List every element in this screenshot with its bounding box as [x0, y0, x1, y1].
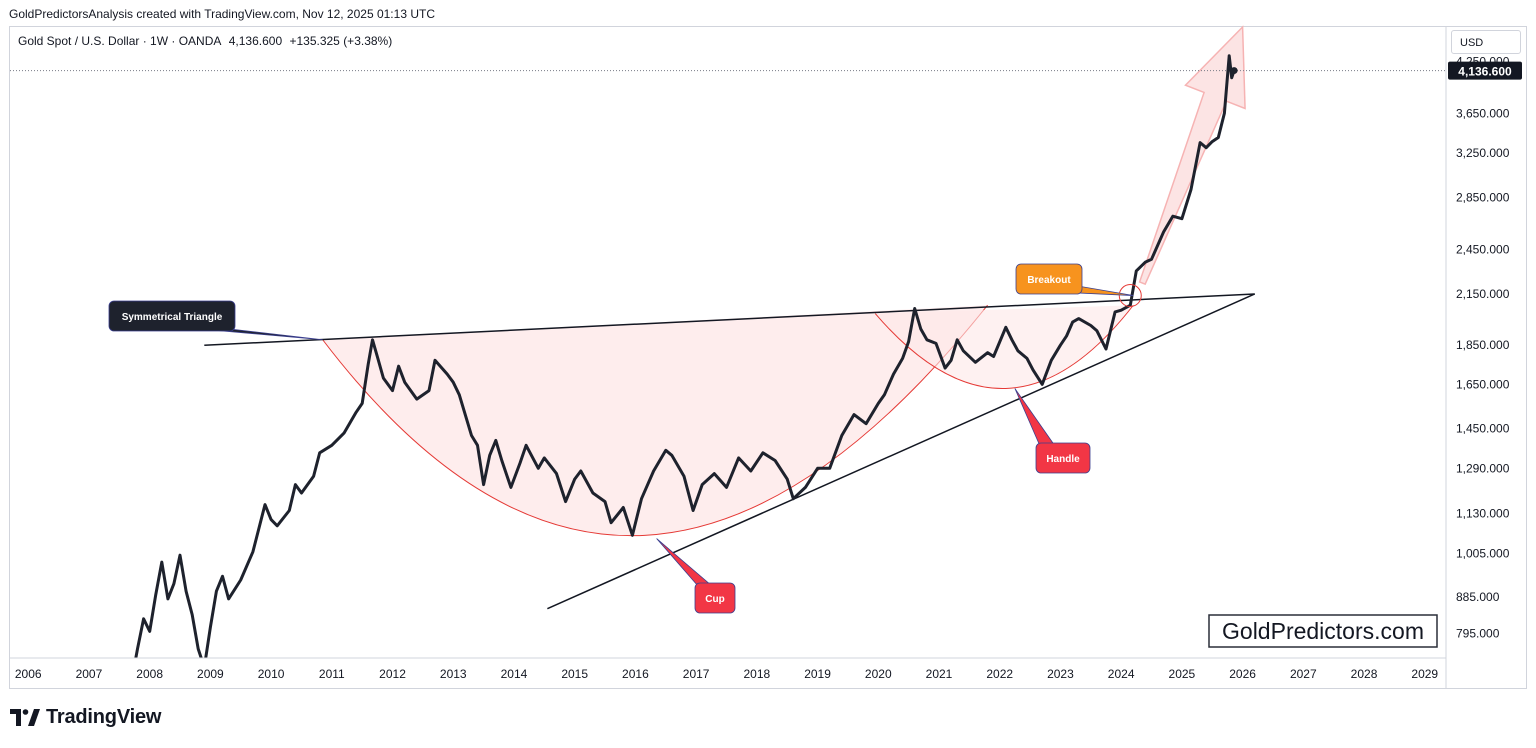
currency-selector[interactable]: USD	[1451, 30, 1521, 54]
symbol-info: Gold Spot / U.S. Dollar · 1W · OANDA 4,1…	[18, 34, 396, 48]
symbol-price: 4,136.600	[228, 34, 283, 48]
tradingview-logo[interactable]: TradingView	[10, 706, 161, 729]
symbol-change: +135.325 (+3.38%)	[289, 34, 393, 48]
symbol-name: Gold Spot / U.S. Dollar · 1W · OANDA	[18, 34, 222, 48]
chart-frame[interactable]	[9, 26, 1527, 689]
tradingview-logo-text: TradingView	[46, 706, 162, 728]
tradingview-logo-icon	[10, 708, 40, 726]
chart-caption: GoldPredictorsAnalysis created with Trad…	[9, 7, 435, 21]
